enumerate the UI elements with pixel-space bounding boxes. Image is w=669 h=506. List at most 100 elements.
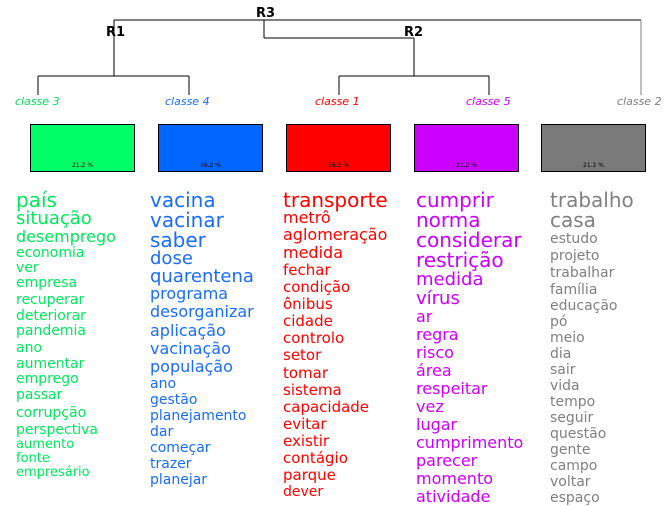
classe1-word: metrô xyxy=(283,208,331,227)
class-box-2: 21.2 % xyxy=(541,124,646,172)
classe4-word: vacinação xyxy=(150,339,231,358)
class-percent-4: 16.2 % xyxy=(200,162,221,169)
word-list-classe-2: trabalho casa estudo projeto trabalhar famíli… xyxy=(550,190,669,506)
classe2-word: trabalhar xyxy=(550,265,615,281)
classe2-word: voltar xyxy=(550,474,591,490)
class-box-5: 21.2 % xyxy=(414,124,519,172)
classe4-word: aplicação xyxy=(150,321,226,340)
node-label-r2: R2 xyxy=(404,25,424,40)
classe2-word: questão xyxy=(550,426,607,442)
classe2-word: espaço xyxy=(550,490,600,506)
classe2-word: casa xyxy=(550,208,596,232)
classe3-word: economia xyxy=(16,245,85,261)
word-list-classe-1: transporte metrô aglomeração medida fechar co… xyxy=(283,190,423,500)
classe4-word: gestão xyxy=(150,392,198,408)
classe5-word: cumprir xyxy=(416,188,494,212)
class-label-2: classe 2 xyxy=(617,95,662,108)
class-percent-1: 16.2 % xyxy=(328,162,349,169)
classe1-word: medida xyxy=(283,243,343,262)
classe1-word: controlo xyxy=(283,329,345,347)
classe4-word: vacinar xyxy=(150,208,224,232)
classe1-word: fechar xyxy=(283,261,331,279)
classe4-word: planejar xyxy=(150,472,208,488)
classe5-word: risco xyxy=(416,343,454,362)
classe3-word: pandemia xyxy=(16,323,86,339)
classe2-word: educação xyxy=(550,298,618,314)
classe2-word: meio xyxy=(550,330,585,346)
classe3-word: desemprego xyxy=(16,227,116,246)
word-list-classe-3: país situação desemprego economia ver empresa… xyxy=(16,190,156,480)
classe4-word: começar xyxy=(150,440,211,456)
classe4-word: desorganizar xyxy=(150,302,254,321)
classe1-word: cidade xyxy=(283,312,333,330)
classe3-word: recuperar xyxy=(16,292,85,308)
classe3-word: emprego xyxy=(16,371,79,387)
classe3-word: situação xyxy=(16,208,92,229)
classe5-word: parecer xyxy=(416,451,478,470)
class-label-1: classe 1 xyxy=(315,95,360,108)
classe4-word: dose xyxy=(150,248,193,269)
classe1-word: aglomeração xyxy=(283,225,388,244)
classe4-word: ano xyxy=(150,376,177,392)
classe1-word: ônibus xyxy=(283,295,333,313)
node-label-r1: R1 xyxy=(106,25,126,40)
classe3-word: passar xyxy=(16,387,63,403)
classe1-word: parque xyxy=(283,466,336,484)
classe2-word: seguir xyxy=(550,410,594,426)
classe3-word: ano xyxy=(16,340,43,356)
classe2-word: campo xyxy=(550,458,598,474)
classe4-word: programa xyxy=(150,284,229,303)
classe3-word: aumento xyxy=(16,437,75,452)
classe2-word: família xyxy=(550,282,598,298)
classe3-word: perspectiva xyxy=(16,422,98,438)
classe5-word: vírus xyxy=(416,288,460,309)
classe4-word: vacina xyxy=(150,188,216,212)
classe5-word: área xyxy=(416,361,452,380)
classe4-word: saber xyxy=(150,228,206,252)
classe3-word: empresário xyxy=(16,465,90,480)
classe5-word: medida xyxy=(416,269,484,290)
classe2-word: sair xyxy=(550,362,576,378)
classe2-word: gente xyxy=(550,442,591,458)
classe5-word: ar xyxy=(416,307,433,326)
classe5-word: restrição xyxy=(416,248,504,272)
classe5-word: momento xyxy=(416,469,494,488)
classe4-word: trazer xyxy=(150,456,192,472)
classe5-word: lugar xyxy=(416,415,458,434)
classe3-word: corrupção xyxy=(16,405,87,421)
classe4-word: população xyxy=(150,357,233,376)
classe2-word: dia xyxy=(550,346,572,362)
classe1-word: transporte xyxy=(283,188,388,212)
classe2-word: pó xyxy=(550,314,568,330)
classe4-word: planejamento xyxy=(150,408,247,424)
classe1-word: capacidade xyxy=(283,398,370,416)
class-percent-2: 21.2 % xyxy=(583,162,604,169)
classe5-word: considerar xyxy=(416,228,522,252)
classe3-word: empresa xyxy=(16,275,78,291)
class-label-5: classe 5 xyxy=(466,95,511,108)
node-label-r3: R3 xyxy=(256,6,276,21)
classe5-word: regra xyxy=(416,325,459,344)
classe5-word: atividade xyxy=(416,487,491,506)
classe2-word: trabalho xyxy=(550,188,634,212)
class-box-3: 21.2 % xyxy=(30,124,135,172)
word-list-classe-5: cumprir norma considerar restrição medida vír… xyxy=(416,190,556,506)
classe4-word: quarentena xyxy=(150,266,254,287)
classe2-word: tempo xyxy=(550,394,596,410)
classe5-word: vez xyxy=(416,397,444,416)
classe1-word: existir xyxy=(283,432,330,450)
classe2-word: projeto xyxy=(550,248,600,264)
classe1-word: sistema xyxy=(283,381,342,399)
classe1-word: dever xyxy=(283,484,324,500)
classe4-word: dar xyxy=(150,424,174,440)
classe1-word: tomar xyxy=(283,364,329,382)
class-label-4: classe 4 xyxy=(165,95,210,108)
classe3-word: ver xyxy=(16,260,39,276)
classe1-word: evitar xyxy=(283,415,327,433)
class-label-3: classe 3 xyxy=(15,95,60,108)
classe2-word: estudo xyxy=(550,231,598,247)
class-percent-3: 21.2 % xyxy=(72,162,93,169)
classe1-word: setor xyxy=(283,346,322,364)
class-percent-5: 21.2 % xyxy=(456,162,477,169)
classe5-word: respeitar xyxy=(416,379,488,398)
